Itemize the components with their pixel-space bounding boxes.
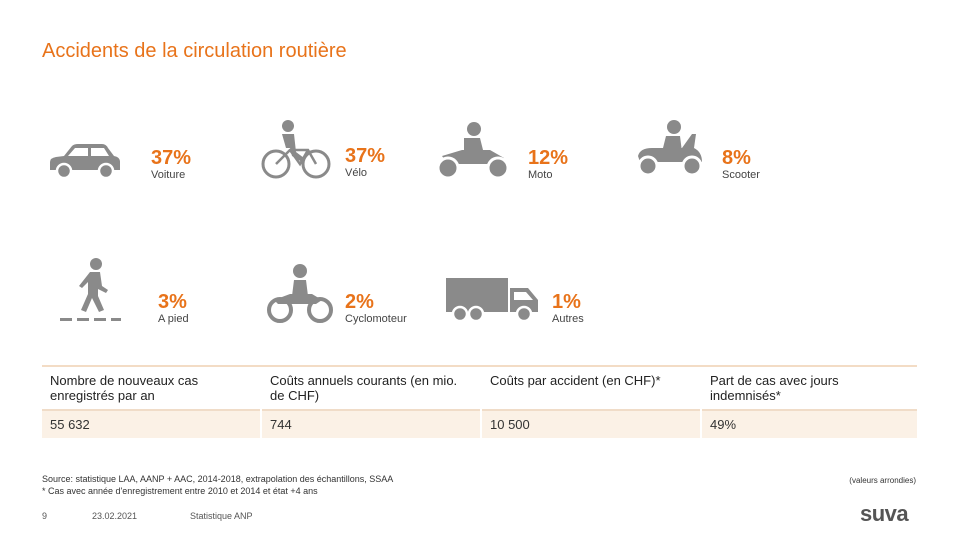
label-scooter: Scooter <box>722 169 760 181</box>
car-icon <box>50 144 120 180</box>
label-moto: Moto <box>528 169 553 181</box>
percent-moto: 12% <box>528 147 569 169</box>
value-share-compensated: 49% <box>700 409 917 438</box>
percent-velo: 37% <box>345 145 386 167</box>
label-velo: Vélo <box>345 167 368 179</box>
source-note: Source: statistique LAA, AANP + AAC, 201… <box>42 473 393 497</box>
pedestrian-icon <box>60 258 121 321</box>
header-annual-costs: Coûts annuels courants (en mio. de CHF) <box>260 365 481 410</box>
percent-voiture: 37% <box>151 147 192 169</box>
slide-date: 23.02.2021 <box>92 511 138 521</box>
value-new-cases: 55 632 <box>42 409 261 438</box>
label-autres: Autres <box>552 313 584 325</box>
percent-autres: 1% <box>552 291 581 313</box>
truck-icon <box>446 278 538 323</box>
slide-title: Accidents de la circulation routière <box>42 40 347 62</box>
footnote-text: * Cas avec année d'enregistrement entre … <box>42 486 318 496</box>
header-cost-per-accident: Coûts par accident (en CHF)* <box>480 365 701 410</box>
bicycle-icon <box>261 120 331 179</box>
percent-cyclo: 2% <box>345 291 374 313</box>
moped-icon <box>267 264 333 323</box>
value-annual-costs: 744 <box>260 409 481 438</box>
suva-logo: suva <box>860 501 909 526</box>
source-text: Source: statistique LAA, AANP + AAC, 201… <box>42 474 394 484</box>
section-name: Statistique ANP <box>190 511 253 521</box>
scooter-icon <box>637 120 703 177</box>
rounded-note: (valeurs arrondies) <box>849 476 916 485</box>
percent-scooter: 8% <box>722 147 751 169</box>
header-new-cases: Nombre de nouveaux cas enregistrés par a… <box>42 365 261 410</box>
label-voiture: Voiture <box>151 169 186 181</box>
motorcycle-icon <box>436 122 510 180</box>
header-share-compensated: Part de cas avec jours indemnisés* <box>700 365 917 410</box>
page-number: 9 <box>42 511 48 521</box>
table-header-row: Nombre de nouveaux cas enregistrés par a… <box>42 365 917 410</box>
table-value-row: 55 632 744 10 500 49% <box>42 409 917 438</box>
percent-pied: 3% <box>158 291 187 313</box>
value-cost-per-accident: 10 500 <box>480 409 701 438</box>
label-pied: A pied <box>158 313 189 325</box>
stats-table: Nombre de nouveaux cas enregistrés par a… <box>42 365 917 438</box>
label-cyclo: Cyclomoteur <box>345 313 407 325</box>
